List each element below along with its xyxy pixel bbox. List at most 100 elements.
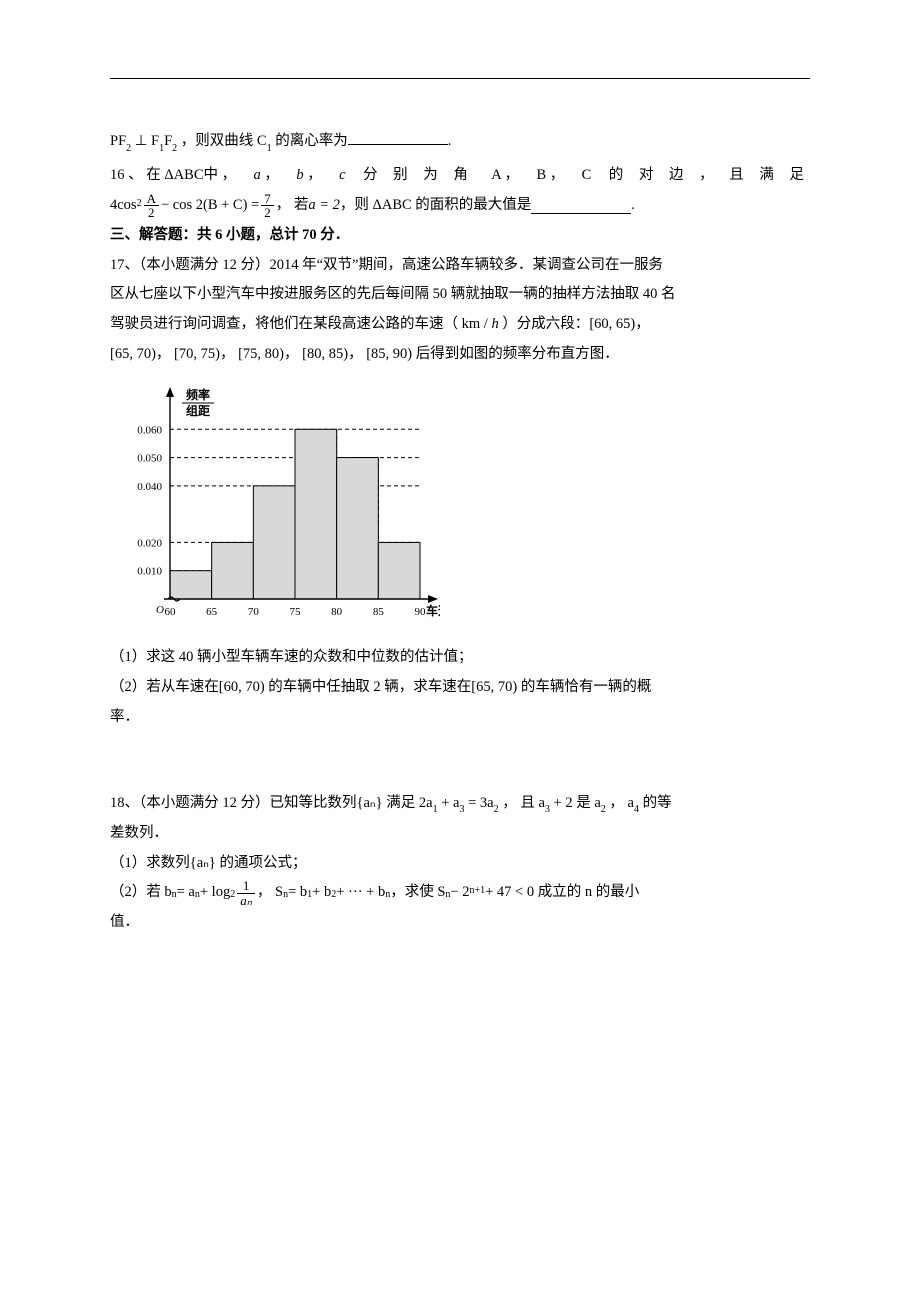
- sub: n: [283, 885, 288, 906]
- text: − cos 2(B + C) =: [161, 191, 259, 221]
- text: 的 对 边 ， 且 满 足: [609, 161, 810, 191]
- q17-line3: 驾驶员进行询问调查，将他们在某段高速公路的车速（ km / h ）分成六段：[6…: [110, 310, 810, 340]
- text: ， 且 a: [499, 795, 545, 811]
- text: 中 ，: [204, 167, 237, 183]
- svg-text:O: O: [156, 604, 164, 616]
- svg-text:0.020: 0.020: [137, 538, 162, 550]
- text: ）分成六段：: [499, 316, 590, 332]
- svg-text:组距: 组距: [186, 403, 210, 418]
- text: ，则双曲线 C: [177, 133, 266, 149]
- text: + 47 < 0 成立的 n 的最小: [485, 878, 639, 908]
- q17-line2: 区从七座以下小型汽车中按进服务区的先后每间隔 50 辆就抽取一辆的抽样方法抽取 …: [110, 280, 810, 310]
- text: ΔABC: [161, 167, 204, 183]
- text: + log: [200, 878, 230, 908]
- q17-line4: [65, 70)， [70, 75)， [75, 80)， [80, 85)， …: [110, 340, 810, 370]
- q17-p2b: 率．: [110, 703, 810, 733]
- sub: n: [445, 885, 450, 906]
- text: 18、（本小题满分 12 分）已知等比数列: [110, 795, 357, 811]
- sub: 1: [267, 143, 272, 154]
- text: ， 若: [276, 191, 309, 221]
- q18-p2b: 值．: [110, 908, 810, 938]
- sub: 3: [459, 804, 464, 815]
- page: PF2 ⊥ F1F2 ，则双曲线 C1 的离心率为. 16 、 在 ΔABC中 …: [0, 0, 920, 1302]
- interval: [80, 85): [302, 346, 348, 362]
- period: .: [448, 133, 452, 149]
- num: A: [144, 192, 159, 206]
- blank: [348, 130, 448, 146]
- text: B ，: [536, 167, 564, 183]
- text: ，则 ΔABC 的面积的最大值是: [340, 191, 531, 221]
- text: 后得到如图的频率分布直方图．: [412, 346, 619, 362]
- seq: {aₙ}: [357, 795, 383, 811]
- var-b: b: [296, 167, 303, 183]
- interval: [60, 70): [219, 679, 265, 695]
- text: A ，: [491, 167, 519, 183]
- text: = 3a: [464, 795, 493, 811]
- text: 的离心率为: [272, 133, 348, 149]
- text: ，: [284, 346, 299, 362]
- text: ，: [635, 316, 650, 332]
- q18-line2: 差数列．: [110, 819, 810, 849]
- text: ， a: [606, 795, 634, 811]
- sub: 1: [159, 143, 164, 154]
- section-3-heading: 三、解答题：共 6 小题，总计 70 分．: [110, 221, 810, 251]
- text: 分 别 为 角: [363, 161, 474, 191]
- histogram-svg: 0.0100.0200.0400.0500.06060657075808590O…: [110, 379, 440, 629]
- svg-text:80: 80: [331, 606, 343, 618]
- q17-line1: 17、（本小题满分 12 分）2014 年“双节”期间，高速公路车辆较多．某调查…: [110, 251, 810, 281]
- q18-p1: （1）求数列{aₙ} 的通项公式；: [110, 849, 810, 879]
- q18-line1: 18、（本小题满分 12 分）已知等比数列{aₙ} 满足 2a1 + a3 = …: [110, 789, 810, 819]
- text: 的车辆恰有一辆的概: [517, 679, 651, 695]
- frac: 1aₙ: [237, 879, 255, 907]
- text: ，: [156, 346, 171, 362]
- text: ，: [304, 167, 322, 183]
- text: ，: [348, 346, 363, 362]
- text: （2）若 b: [110, 878, 172, 908]
- text: 驾驶员进行询问调查，将他们在某段高速公路的车速（ km /: [110, 316, 491, 332]
- svg-text:65: 65: [206, 606, 218, 618]
- svg-text:频率: 频率: [186, 387, 210, 402]
- top-rule: [110, 78, 810, 79]
- var-c: c: [339, 167, 345, 183]
- den: aₙ: [237, 893, 255, 908]
- text: ，: [261, 167, 279, 183]
- text: PF: [110, 133, 126, 149]
- q17-p1: （1）求这 40 辆小型车辆车速的众数和中位数的估计值；: [110, 643, 810, 673]
- q18-p2a: （2）若 bn = an + log2 1aₙ ， Sn = b1 + b2 +…: [110, 878, 810, 908]
- sub: 2: [331, 885, 336, 906]
- svg-text:0.010: 0.010: [137, 566, 162, 578]
- svg-text:60: 60: [165, 606, 177, 618]
- svg-text:0.040: 0.040: [137, 481, 162, 493]
- text: ，: [220, 346, 235, 362]
- text: 的等: [639, 795, 672, 811]
- frac: 72: [261, 192, 274, 220]
- text: + b: [312, 878, 331, 908]
- text: + a: [438, 795, 460, 811]
- interval: [70, 75): [174, 346, 220, 362]
- sup: 2: [137, 194, 142, 215]
- text: ⊥ F: [131, 133, 159, 149]
- text: 16 、 在: [110, 167, 161, 183]
- sub: 3: [545, 804, 550, 815]
- sub: n: [195, 885, 200, 906]
- interval: [60, 65): [589, 316, 635, 332]
- sub: n: [172, 885, 177, 906]
- sub: 2: [230, 885, 235, 906]
- text: − 2: [450, 878, 469, 908]
- q16-line2: 4cos2 A2 − cos 2(B + C) = 72 ， 若 a = 2 ，…: [110, 191, 810, 221]
- svg-text:85: 85: [373, 606, 385, 618]
- svg-text:90: 90: [415, 606, 427, 618]
- frac: A2: [144, 192, 159, 220]
- svg-text:0.060: 0.060: [137, 425, 162, 437]
- svg-text:0.050: 0.050: [137, 453, 162, 465]
- text: F: [164, 133, 172, 149]
- text: ， S: [257, 878, 283, 908]
- num: 7: [261, 192, 274, 206]
- blank: [531, 198, 631, 214]
- q17-p2a: （2）若从车速在[60, 70) 的车辆中任抽取 2 辆，求车速在[65, 70…: [110, 673, 810, 703]
- var-h: h: [491, 316, 498, 332]
- sub: 2: [494, 804, 499, 815]
- text: C: [582, 167, 592, 183]
- interval: [85, 90): [366, 346, 412, 362]
- interval: [65, 70): [471, 679, 517, 695]
